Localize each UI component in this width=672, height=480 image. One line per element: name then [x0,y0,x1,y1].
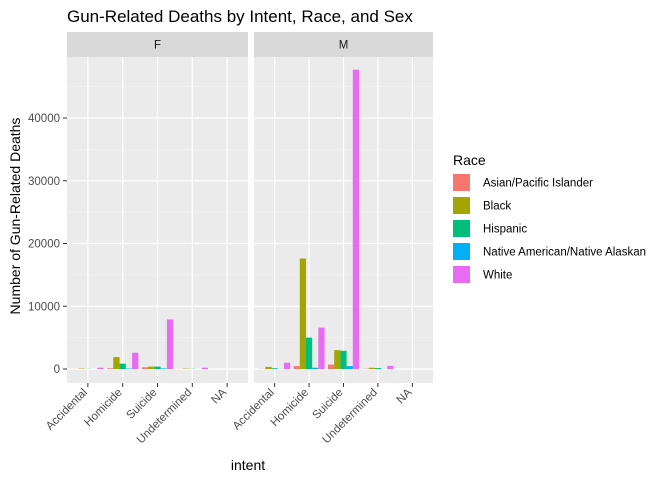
bar [97,367,104,369]
bar [113,357,120,369]
bar [201,367,208,369]
x-tick-label: NA [209,386,229,406]
bar [154,366,161,369]
x-tick-label: Accidental [44,387,90,433]
bar [328,364,335,369]
bar [299,258,306,369]
x-tick-label: Accidental [231,387,277,433]
bar [387,365,394,369]
bar [312,367,319,369]
x-tick-label: Suicide [124,387,159,422]
facet-strip-label: F [154,40,161,52]
legend-key [453,243,470,260]
bar [119,363,126,369]
bar [107,368,114,369]
legend-title: Race [453,152,486,168]
bar [293,366,300,369]
x-tick-label: Homicide [82,387,124,429]
bar [166,319,174,369]
bar [160,368,167,369]
bar [148,366,155,369]
x-tick-label: NA [395,386,415,406]
legend-label: Native American/Native Alaskan [483,247,646,259]
legend-key [453,266,470,283]
bar [318,327,325,369]
bar [265,366,272,369]
legend-key [453,220,470,237]
bar [283,362,291,369]
x-axis-title: intent [231,457,265,473]
bar [368,367,375,369]
y-tick-label: 40000 [28,113,60,125]
chart-title: Gun-Related Deaths by Intent, Race, and … [67,7,413,26]
bar [346,366,353,369]
y-axis-title: Number of Gun-Related Deaths [7,118,23,315]
legend: Race Asian/Pacific Islander Black Hispanic… [453,152,646,283]
legend-key [453,174,470,191]
x-tick-label: Homicide [269,387,311,429]
y-tick-label: 10000 [28,301,60,313]
facet-strip-label: M [339,40,349,52]
bar [125,368,133,369]
facet-strip [254,32,433,57]
bar [271,368,278,369]
bar [132,352,139,369]
legend-label: Black [483,201,511,213]
legend-label: Asian/Pacific Islander [483,178,593,190]
bar [141,367,149,369]
legend-label: Hispanic [483,224,527,236]
bar [305,337,313,369]
legend-key [453,197,470,214]
y-tick-label: 0 [54,364,60,376]
y-tick-label: 30000 [28,176,60,188]
y-tick-label: 20000 [28,239,60,251]
bar [340,350,347,369]
bar [374,368,382,369]
bar [352,69,359,370]
legend-label: White [483,270,512,282]
bar [334,350,341,369]
facet-strip [67,32,248,57]
